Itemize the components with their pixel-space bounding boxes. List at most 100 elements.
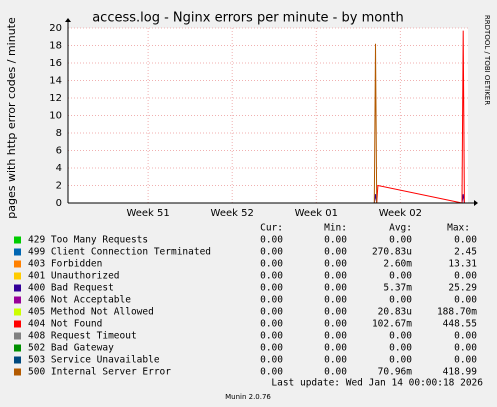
- x-tick-label: Week 51: [126, 208, 169, 219]
- legend-label: 403 Forbidden: [28, 259, 102, 270]
- y-tick-label: 0: [56, 198, 62, 209]
- legend-swatch: [14, 308, 21, 316]
- legend-swatch: [14, 332, 21, 340]
- legend-value: 0.00: [260, 319, 283, 330]
- side-label: RRDTOOL / TOBI OETIKER: [483, 15, 491, 105]
- legend-label: 401 Unauthorized: [28, 271, 120, 282]
- legend-value: 0.00: [324, 319, 347, 330]
- legend-swatch: [14, 296, 21, 304]
- legend-value: 0.00: [389, 271, 412, 282]
- legend-value: 2.45: [454, 247, 477, 258]
- y-tick-label: 4: [56, 163, 62, 174]
- x-tick-label: Week 52: [211, 208, 254, 219]
- legend-value: 0.00: [454, 355, 477, 366]
- legend-label: 503 Service Unavailable: [28, 355, 160, 366]
- legend-swatch: [14, 284, 21, 292]
- legend-value: 0.00: [324, 259, 347, 270]
- legend-value: 188.70m: [437, 307, 477, 318]
- legend-value: 0.00: [260, 367, 283, 378]
- y-tick-label: 16: [49, 58, 62, 69]
- legend-value: 70.96m: [378, 367, 413, 378]
- y-tick-label: 14: [49, 76, 62, 87]
- legend-label: 400 Bad Request: [28, 283, 114, 294]
- legend-label: 406 Not Acceptable: [28, 295, 131, 306]
- legend-value: 0.00: [454, 343, 477, 354]
- y-tick-label: 12: [49, 93, 62, 104]
- legend-value: 0.00: [260, 331, 283, 342]
- legend-value: 0.00: [389, 343, 412, 354]
- legend-value: 0.00: [454, 235, 477, 246]
- legend-swatch: [14, 236, 21, 244]
- legend-value: 20.83u: [378, 307, 412, 318]
- y-tick-label: 6: [56, 146, 62, 157]
- legend-value: 0.00: [324, 235, 347, 246]
- legend-value: 0.00: [324, 247, 347, 258]
- legend-value: 5.37m: [383, 283, 412, 294]
- x-axis-arrow: [474, 200, 478, 206]
- legend-value: 0.00: [454, 271, 477, 282]
- legend-value: 25.29: [448, 283, 477, 294]
- y-tick-label: 2: [56, 181, 62, 192]
- legend-value: 0.00: [389, 235, 412, 246]
- legend-header: Avg:: [389, 223, 412, 234]
- legend-value: 2.60m: [383, 259, 412, 270]
- legend-label: 502 Bad Gateway: [28, 343, 114, 354]
- legend-header: Cur:: [260, 223, 283, 234]
- y-tick-label: 10: [49, 111, 62, 122]
- legend-swatch: [14, 368, 21, 376]
- legend-value: 0.00: [324, 331, 347, 342]
- legend-value: 0.00: [454, 295, 477, 306]
- legend-value: 0.00: [260, 235, 283, 246]
- legend-value: 0.00: [260, 283, 283, 294]
- legend-value: 0.00: [260, 259, 283, 270]
- legend-value: 0.00: [260, 295, 283, 306]
- legend-swatch: [14, 356, 21, 364]
- chart-title: access.log - Nginx errors per minute - b…: [92, 11, 404, 26]
- legend-value: 13.31: [448, 259, 477, 270]
- legend-header: Max:: [447, 223, 470, 234]
- legend-swatch: [14, 248, 21, 256]
- x-tick-label: Week 02: [379, 208, 422, 219]
- legend-value: 0.00: [324, 367, 347, 378]
- last-update: Last update: Wed Jan 14 00:00:18 2026: [271, 378, 483, 389]
- legend-value: 0.00: [389, 295, 412, 306]
- y-tick-label: 18: [49, 41, 62, 52]
- legend-swatch: [14, 320, 21, 328]
- legend: 429 Too Many Requests 0.00 0.00 0.00 0.00499…: [14, 235, 477, 378]
- legend-swatch: [14, 272, 21, 280]
- legend-label: 500 Internal Server Error: [28, 367, 171, 378]
- legend-value: 418.99: [443, 367, 478, 378]
- legend-value: 0.00: [324, 283, 347, 294]
- legend-label: 405 Method Not Allowed: [28, 307, 154, 318]
- legend-value: 0.00: [260, 355, 283, 366]
- legend-label: 429 Too Many Requests: [28, 235, 148, 246]
- legend-value: 0.00: [260, 271, 283, 282]
- legend-value: 448.55: [443, 319, 477, 330]
- legend-value: 0.00: [260, 307, 283, 318]
- legend-value: 0.00: [389, 331, 412, 342]
- legend-label: 408 Request Timeout: [28, 331, 137, 342]
- legend-value: 0.00: [324, 343, 347, 354]
- y-tick-label: 8: [56, 128, 62, 139]
- footer: Munin 2.0.76: [225, 393, 271, 401]
- y-tick-label: 20: [49, 23, 62, 34]
- legend-label: 499 Client Connection Terminated: [28, 247, 211, 258]
- legend-value: 0.00: [324, 307, 347, 318]
- legend-value: 102.67m: [372, 319, 412, 330]
- legend-value: 0.00: [324, 355, 347, 366]
- legend-value: 0.00: [454, 331, 477, 342]
- legend-swatch: [14, 344, 21, 352]
- legend-value: 270.83u: [372, 247, 412, 258]
- legend-value: 0.00: [324, 295, 347, 306]
- y-axis-label: pages with http error codes / minute: [5, 17, 18, 219]
- legend-label: 404 Not Found: [28, 319, 102, 330]
- y-axis-arrow: [65, 18, 71, 22]
- legend-value: 0.00: [260, 343, 283, 354]
- legend-value: 0.00: [324, 271, 347, 282]
- legend-value: 0.00: [260, 247, 283, 258]
- legend-header: Min:: [324, 223, 347, 234]
- legend-swatch: [14, 260, 21, 268]
- legend-value: 0.00: [389, 355, 412, 366]
- x-tick-label: Week 01: [295, 208, 338, 219]
